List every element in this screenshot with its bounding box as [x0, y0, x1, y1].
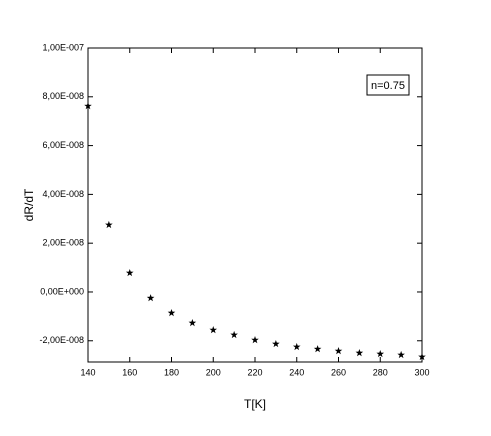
marker: [209, 326, 218, 334]
y-tick-label: 4,00E-008: [42, 189, 84, 199]
marker: [313, 345, 322, 353]
y-tick-label: -2,00E-008: [39, 335, 84, 345]
marker: [376, 349, 385, 358]
x-tick-label: 240: [289, 367, 304, 377]
marker: [167, 308, 176, 317]
marker: [230, 330, 238, 339]
marker: [146, 294, 155, 302]
x-tick-label: 260: [331, 367, 346, 377]
x-tick-label: 160: [122, 367, 137, 377]
marker: [292, 342, 301, 351]
x-tick-label: 220: [247, 367, 262, 377]
y-tick-label: 0,00E+000: [40, 286, 84, 296]
marker: [84, 102, 92, 110]
marker: [355, 348, 364, 357]
x-tick-label: 200: [206, 367, 221, 377]
x-tick-label: 140: [80, 367, 95, 377]
marker: [125, 268, 134, 277]
y-tick-label: 1,00E-007: [42, 42, 84, 52]
x-axis-label: T[K]: [244, 397, 266, 411]
x-tick-label: 300: [414, 367, 429, 377]
y-axis-label: dR/dT: [22, 188, 36, 221]
x-tick-label: 180: [164, 367, 179, 377]
marker: [105, 220, 113, 229]
x-tick-label: 280: [373, 367, 388, 377]
annotation: n=0.75: [371, 80, 405, 92]
y-tick-label: 2,00E-008: [42, 238, 84, 248]
annotation-box: [366, 74, 410, 96]
marker: [188, 318, 197, 327]
marker: [334, 347, 343, 355]
marker: [272, 339, 280, 348]
y-tick-label: 8,00E-008: [42, 91, 84, 101]
marker: [251, 336, 259, 344]
marker: [418, 352, 426, 361]
y-tick-label: 6,00E-008: [42, 140, 84, 150]
marker: [397, 350, 405, 359]
